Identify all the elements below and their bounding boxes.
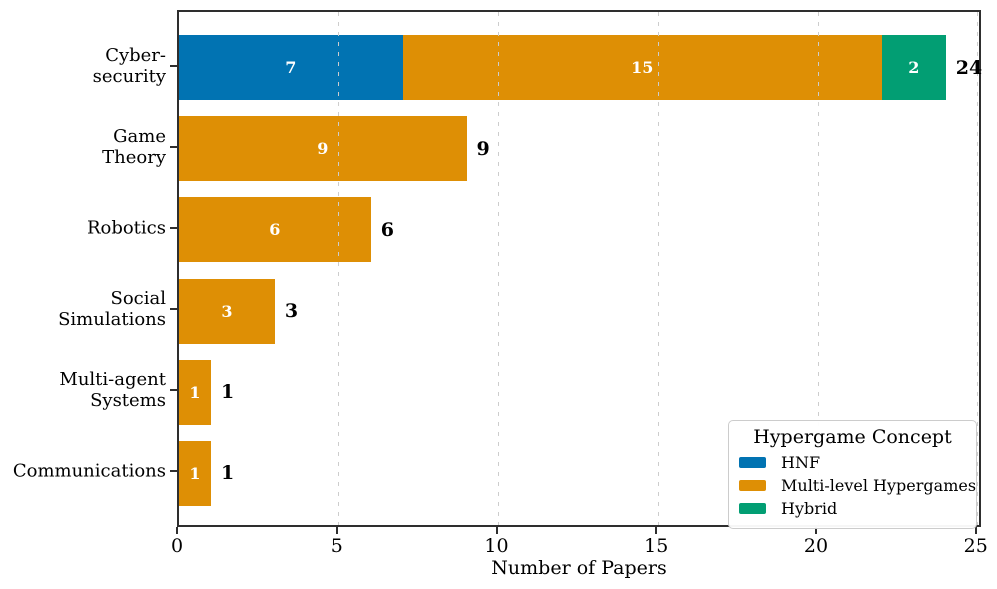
category-label: Game Theory bbox=[102, 125, 166, 168]
x-tick-mark bbox=[495, 527, 498, 534]
x-tick-mark bbox=[176, 527, 178, 534]
x-tick-mark bbox=[974, 527, 977, 534]
bar-segment-hnf: 7 bbox=[179, 35, 403, 101]
bar-total-label: 24 bbox=[955, 56, 983, 79]
gridline-x-5 bbox=[338, 12, 340, 525]
legend-item-multi-level-hypergames: Multi-level Hypergames bbox=[737, 474, 976, 497]
x-tick-label: 5 bbox=[330, 535, 343, 557]
bar-total-label: 1 bbox=[220, 381, 235, 404]
legend-items: HNF Multi-level Hypergames Hybrid bbox=[737, 451, 976, 520]
bar-value-label: 9 bbox=[317, 139, 329, 159]
bar-value-label: 1 bbox=[189, 463, 201, 483]
bar-segment-multi-level-hypergames: 1 bbox=[179, 440, 211, 506]
x-tick-label: 0 bbox=[170, 535, 184, 557]
legend-item-label: HNF bbox=[781, 453, 821, 472]
y-tick-mark bbox=[170, 308, 177, 311]
legend-item-hybrid: Hybrid bbox=[737, 497, 968, 520]
legend-item-label: Multi-level Hypergames bbox=[781, 476, 977, 495]
plot-area: 7 15 2 24 9 9 6 6 3 3 1 1 1 1 bbox=[177, 10, 983, 527]
category-label: Social Simulations bbox=[58, 287, 166, 331]
bar-segment-multi-level-hypergames: 3 bbox=[179, 278, 275, 344]
bar-total-label: 9 bbox=[476, 137, 490, 160]
bar-value-label: 1 bbox=[189, 382, 201, 402]
category-label: Communications bbox=[12, 460, 166, 482]
bar-value-label: 7 bbox=[285, 58, 297, 78]
y-tick-mark bbox=[170, 64, 177, 67]
y-tick-mark bbox=[170, 389, 177, 392]
legend-item-hnf: HNF bbox=[737, 451, 968, 474]
bar-total-label: 6 bbox=[380, 218, 394, 241]
x-axis-label: Number of Papers bbox=[491, 557, 667, 579]
x-tick-mark bbox=[655, 527, 658, 534]
legend-swatch-multi-level-hypergames bbox=[739, 480, 766, 491]
y-tick-mark bbox=[170, 470, 177, 473]
gridline-x-25 bbox=[977, 12, 979, 525]
legend-title: Hypergame Concept bbox=[753, 426, 952, 448]
bar-value-label: 3 bbox=[221, 301, 233, 321]
x-tick-mark bbox=[815, 527, 817, 534]
legend: Hypergame Concept HNF Multi-level Hyperga… bbox=[728, 420, 977, 529]
gridline-x-20 bbox=[817, 12, 819, 525]
category-label: Cyber- security bbox=[92, 44, 166, 87]
x-tick-label: 10 bbox=[484, 535, 509, 557]
x-tick-label: 25 bbox=[963, 535, 988, 557]
category-label: Robotics bbox=[86, 217, 166, 239]
bar-segment-hybrid: 2 bbox=[881, 35, 946, 101]
x-tick-label: 15 bbox=[644, 535, 669, 557]
gridline-x-15 bbox=[657, 12, 659, 525]
gridline-x-10 bbox=[498, 12, 499, 525]
bar-total-label: 1 bbox=[220, 462, 235, 485]
x-tick-mark bbox=[335, 527, 338, 534]
y-tick-mark bbox=[170, 145, 177, 148]
bar-segment-multi-level-hypergames: 15 bbox=[402, 35, 882, 101]
bar-segment-multi-level-hypergames: 9 bbox=[179, 116, 467, 182]
bar-value-label: 6 bbox=[269, 220, 281, 240]
x-tick-label: 20 bbox=[803, 535, 829, 557]
bar-segment-multi-level-hypergames: 1 bbox=[179, 359, 211, 425]
bar-value-label: 2 bbox=[908, 58, 920, 78]
legend-item-label: Hybrid bbox=[781, 499, 838, 518]
category-label: Multi-agent Systems bbox=[59, 369, 166, 412]
bar-value-label: 15 bbox=[631, 58, 654, 78]
legend-swatch-hnf bbox=[739, 457, 766, 468]
legend-swatch-hybrid bbox=[739, 503, 766, 514]
bar-segment-multi-level-hypergames: 6 bbox=[179, 197, 371, 263]
bar-total-label: 3 bbox=[284, 300, 299, 323]
y-tick-mark bbox=[170, 226, 177, 229]
